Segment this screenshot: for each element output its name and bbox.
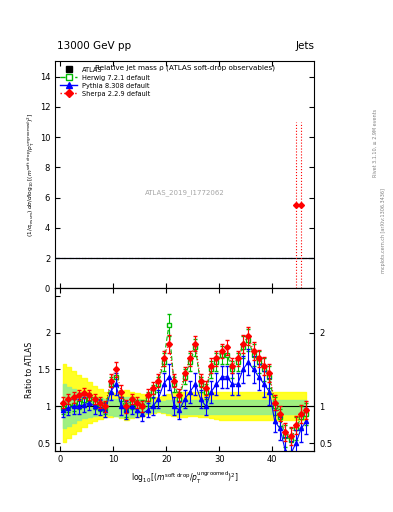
- Legend: ATLAS, Herwig 7.2.1 default, Pythia 8.308 default, Sherpa 2.2.9 default: ATLAS, Herwig 7.2.1 default, Pythia 8.30…: [58, 65, 152, 99]
- Text: Jets: Jets: [296, 40, 314, 51]
- Text: Relative jet mass ρ (ATLAS soft-drop observables): Relative jet mass ρ (ATLAS soft-drop obs…: [95, 65, 275, 71]
- Y-axis label: Ratio to ATLAS: Ratio to ATLAS: [25, 342, 34, 397]
- Text: 13000 GeV pp: 13000 GeV pp: [57, 40, 131, 51]
- Y-axis label: $(1/\sigma_{\rm resum})\,d\sigma/d\log_{10}[(m^{\rm soft\ drop}/p_{\rm T}^{\rm u: $(1/\sigma_{\rm resum})\,d\sigma/d\log_{…: [26, 113, 37, 237]
- Text: mcplots.cern.ch [arXiv:1306.3436]: mcplots.cern.ch [arXiv:1306.3436]: [381, 188, 386, 273]
- X-axis label: $\log_{10}[(m^{\rm soft\ drop}/p_{\rm T}^{\rm ungroomed})^2]$: $\log_{10}[(m^{\rm soft\ drop}/p_{\rm T}…: [131, 470, 239, 486]
- Text: Rivet 3.1.10, ≥ 2.9M events: Rivet 3.1.10, ≥ 2.9M events: [373, 109, 378, 178]
- Text: ATLAS_2019_I1772062: ATLAS_2019_I1772062: [145, 190, 224, 197]
